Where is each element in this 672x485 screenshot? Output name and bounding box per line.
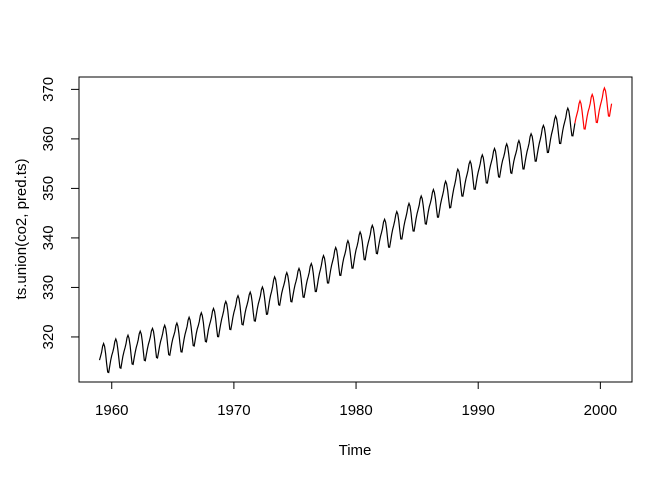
y-axis: 320 330 340 350 360 370 (40, 77, 79, 349)
x-axis-title: Time (339, 442, 372, 459)
x-tick-label: 1960 (95, 402, 128, 419)
y-tick-label: 340 (40, 225, 57, 250)
plot-box (78, 76, 633, 383)
y-tick-label: 370 (40, 77, 57, 102)
x-tick-label: 1970 (217, 402, 250, 419)
y-axis-title: ts.union(co2, pred.ts) (13, 159, 30, 300)
y-tick-label: 350 (40, 176, 57, 201)
y-tick-label: 320 (40, 324, 57, 349)
y-tick-label: 330 (40, 275, 57, 300)
series-line-co2 (98, 106, 576, 374)
x-axis: 1960 1970 1980 1990 2000 (95, 382, 617, 419)
x-tick-label: 1990 (462, 402, 495, 419)
x-tick-label: 2000 (584, 402, 617, 419)
series-line-pred.ts (574, 86, 613, 130)
y-tick-label: 360 (40, 126, 57, 151)
series-group (98, 86, 613, 374)
x-tick-label: 1980 (339, 402, 372, 419)
